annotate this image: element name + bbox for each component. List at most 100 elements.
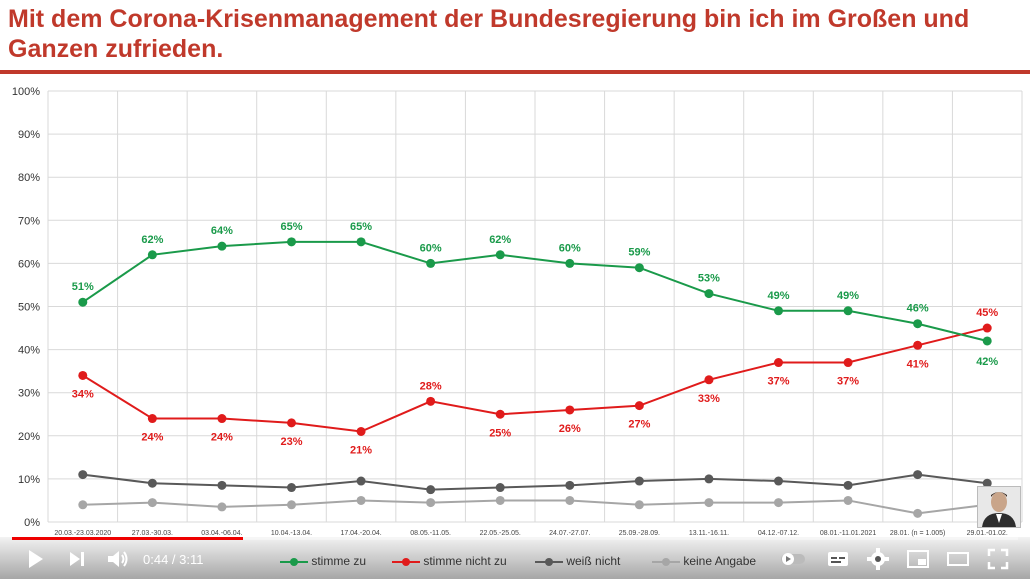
data-label: 65% bbox=[350, 221, 372, 233]
legend-label: keine Angabe bbox=[683, 554, 757, 568]
y-tick-label: 70% bbox=[18, 215, 40, 227]
x-tick-label: 22.05.-25.05. bbox=[480, 530, 521, 537]
x-tick-label: 10.04.-13.04. bbox=[271, 530, 312, 537]
autoplay-toggle-icon bbox=[781, 553, 805, 565]
data-point bbox=[774, 498, 783, 508]
data-label: 49% bbox=[837, 290, 859, 302]
series-line bbox=[82, 473, 988, 491]
data-label: 37% bbox=[767, 376, 789, 388]
series-line bbox=[82, 240, 988, 342]
legend-label: stimme zu bbox=[311, 554, 367, 568]
data-point bbox=[704, 474, 714, 484]
data-label: 26% bbox=[559, 423, 581, 435]
data-label: 37% bbox=[837, 376, 859, 388]
data-point bbox=[565, 258, 575, 268]
legend-label: stimme nicht zu bbox=[423, 554, 507, 568]
data-point bbox=[774, 358, 783, 368]
data-point bbox=[913, 508, 923, 518]
x-tick-label: 03.04.-06.04. bbox=[201, 530, 242, 537]
series-line bbox=[82, 327, 988, 433]
data-point bbox=[217, 241, 227, 251]
fullscreen-button[interactable] bbox=[985, 546, 1011, 572]
person-icon bbox=[978, 487, 1020, 527]
legend-label: weiß nicht bbox=[566, 554, 621, 568]
subtitles-icon bbox=[828, 552, 848, 566]
data-label: 62% bbox=[489, 234, 511, 246]
data-point bbox=[982, 323, 992, 333]
data-label: 24% bbox=[141, 432, 163, 444]
legend-item-stimme-zu: stimme zu bbox=[280, 554, 366, 568]
data-point bbox=[495, 495, 505, 505]
data-point bbox=[356, 495, 366, 505]
miniplayer-icon bbox=[907, 550, 929, 568]
data-point bbox=[356, 426, 366, 436]
y-tick-label: 10% bbox=[18, 474, 40, 486]
x-tick-label: 28.01. (n = 1.005) bbox=[890, 530, 945, 537]
data-label: 33% bbox=[698, 393, 720, 405]
data-point bbox=[356, 237, 366, 247]
y-tick-label: 0% bbox=[24, 517, 40, 529]
data-point bbox=[287, 500, 296, 510]
data-point bbox=[78, 370, 88, 380]
data-point bbox=[565, 495, 575, 505]
data-label: 45% bbox=[976, 307, 998, 319]
data-point bbox=[565, 480, 575, 490]
x-tick-label: 13.11.-16.11. bbox=[689, 530, 729, 537]
data-point bbox=[843, 358, 853, 368]
data-point bbox=[426, 485, 436, 495]
presenter-thumbnail bbox=[977, 486, 1021, 528]
miniplayer-button[interactable] bbox=[905, 546, 931, 572]
data-point bbox=[982, 478, 992, 488]
settings-button[interactable] bbox=[865, 546, 891, 572]
data-label: 21% bbox=[350, 444, 372, 456]
line-chart: 0% 10% 20% 30% 40% 50% 60% 70% 80% 90% 100% 20.03.-… bbox=[12, 86, 1023, 537]
data-label: 27% bbox=[628, 419, 650, 431]
x-tick-label: 17.04.-20.04. bbox=[340, 530, 381, 537]
data-point bbox=[426, 498, 436, 508]
autoplay-toggle[interactable] bbox=[780, 546, 806, 572]
data-label: 62% bbox=[141, 234, 163, 246]
data-point bbox=[982, 336, 992, 346]
data-point bbox=[287, 418, 296, 428]
data-point bbox=[704, 498, 714, 508]
data-point bbox=[147, 478, 157, 488]
x-tick-label: 08.01.-11.01.2021 bbox=[820, 530, 876, 537]
y-tick-label: 20% bbox=[18, 431, 40, 443]
progress-bar[interactable] bbox=[12, 537, 1018, 540]
data-label: 64% bbox=[211, 225, 233, 237]
legend-item-weiss-nicht: weiß nicht bbox=[535, 554, 620, 568]
data-point bbox=[356, 476, 366, 486]
data-label: 51% bbox=[72, 281, 94, 293]
data-label: 25% bbox=[489, 427, 511, 439]
data-point bbox=[217, 502, 227, 512]
theater-mode-button[interactable] bbox=[945, 546, 971, 572]
progress-fill bbox=[12, 537, 244, 540]
time-display: 0:44 / 3:11 bbox=[143, 552, 204, 567]
y-tick-label: 90% bbox=[18, 129, 40, 141]
volume-icon bbox=[108, 551, 128, 567]
data-point bbox=[774, 476, 783, 486]
subtitles-button[interactable] bbox=[825, 546, 851, 572]
data-point bbox=[426, 396, 436, 406]
data-point bbox=[913, 470, 923, 480]
x-tick-label: 29.01.-01.02. bbox=[967, 530, 1008, 537]
data-point bbox=[287, 237, 296, 247]
theater-icon bbox=[947, 552, 969, 566]
series-line bbox=[82, 499, 988, 515]
data-point bbox=[426, 258, 436, 268]
play-button[interactable] bbox=[22, 546, 48, 572]
data-label: 34% bbox=[72, 388, 94, 400]
x-tick-label: 08.05.-11.05. bbox=[410, 530, 451, 537]
data-point bbox=[147, 250, 157, 260]
x-tick-label: 20.03.-23.03.2020 bbox=[54, 530, 111, 537]
volume-button[interactable] bbox=[104, 546, 130, 572]
y-tick-label: 40% bbox=[18, 345, 40, 357]
data-label: 65% bbox=[280, 221, 302, 233]
data-point bbox=[843, 306, 853, 316]
data-point bbox=[843, 480, 853, 490]
data-label: 59% bbox=[628, 247, 650, 259]
data-label: 42% bbox=[976, 356, 998, 368]
data-point bbox=[78, 500, 88, 510]
next-button[interactable] bbox=[64, 546, 90, 572]
next-icon bbox=[70, 552, 84, 566]
